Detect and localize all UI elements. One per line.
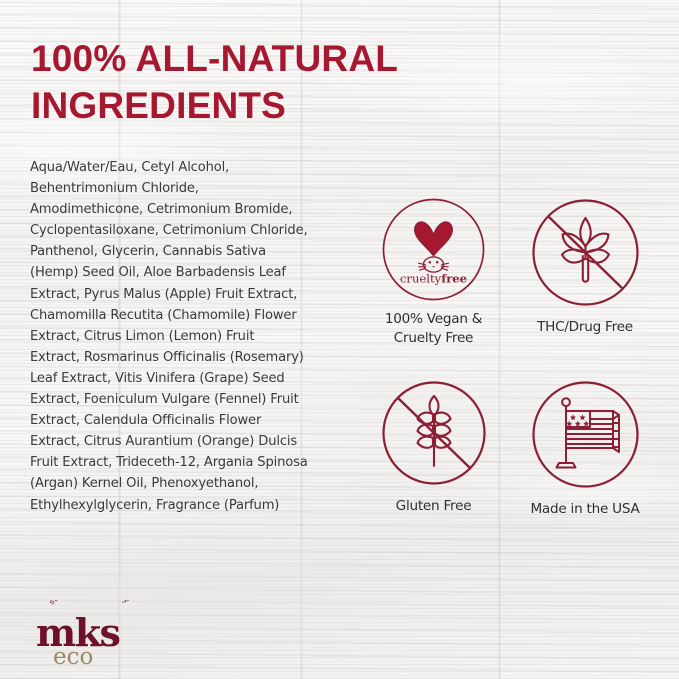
badge-thc-circle-wrap bbox=[512, 196, 658, 309]
usa-flag-icon bbox=[531, 381, 639, 488]
badge-made-in-usa: Made in the USA bbox=[512, 378, 658, 519]
svg-text:crueltyfree: crueltyfree bbox=[400, 272, 467, 286]
cruelty-word: cruelty bbox=[400, 272, 442, 286]
free-word: free bbox=[441, 272, 467, 286]
certification-badges: crueltyfree 100% Vegan & Cruelty Free bbox=[366, 196, 658, 526]
brand-logo: sustainable beauty mks eco bbox=[34, 600, 164, 669]
logo-wordmark: mks bbox=[36, 610, 121, 655]
cruelty-free-bunny-icon: crueltyfree bbox=[382, 198, 485, 301]
badge-thc-caption: THC/Drug Free bbox=[537, 319, 633, 335]
page-title-line-2: INGREDIENTS bbox=[31, 84, 287, 126]
badge-usa-caption: Made in the USA bbox=[530, 501, 640, 517]
no-wheat-stalk-icon bbox=[381, 381, 486, 485]
badge-usa-circle-wrap bbox=[512, 378, 658, 491]
badge-gluten-caption: Gluten Free bbox=[395, 498, 472, 514]
badge-gluten-circle-wrap bbox=[366, 378, 501, 488]
flag-stars bbox=[565, 414, 589, 427]
badge-vegan-cruelty-free: crueltyfree 100% Vegan & Cruelty Free bbox=[366, 198, 501, 348]
badge-vegan-caption: 100% Vegan & Cruelty Free bbox=[384, 311, 483, 346]
no-cannabis-leaf-icon bbox=[531, 199, 639, 306]
badge-thc-drug-free: THC/Drug Free bbox=[512, 196, 658, 337]
logo-subword: eco bbox=[53, 644, 94, 670]
badge-vegan-circle-wrap: crueltyfree bbox=[366, 198, 501, 301]
page-title: 100% ALL-NATURAL INGREDIENTS bbox=[31, 36, 461, 129]
svg-text:sustainable beauty: sustainable beauty bbox=[46, 600, 132, 607]
logo-tagline-arc: sustainable beauty bbox=[46, 600, 132, 607]
page-title-line-1: 100% ALL-NATURAL bbox=[31, 38, 399, 79]
logo-tagline-text: sustainable beauty bbox=[46, 600, 131, 607]
badge-gluten-free: Gluten Free bbox=[366, 378, 501, 516]
ingredients-list: Aqua/Water/Eau, Cetyl Alcohol, Behentrim… bbox=[30, 160, 308, 513]
